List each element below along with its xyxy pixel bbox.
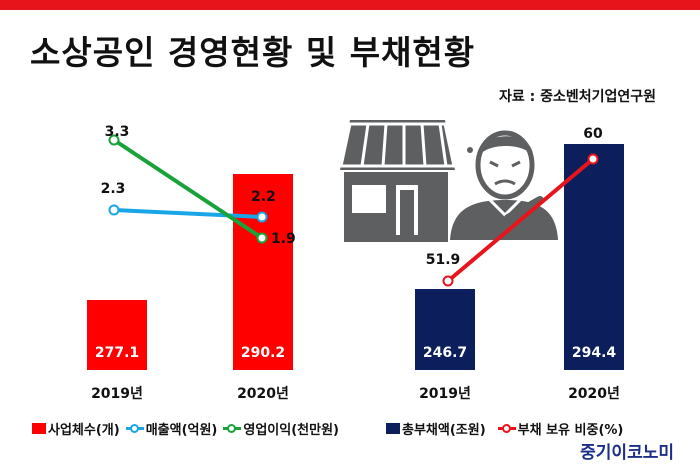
line-value-label: 2.3	[101, 181, 126, 197]
line-point	[256, 232, 268, 244]
legend-swatch	[125, 423, 144, 434]
brand-logo-text: 중기이코노미	[580, 443, 674, 463]
line-value-label: 2.2	[251, 189, 276, 205]
series-line	[112, 138, 264, 240]
legend-label: 총부채액(조원)	[402, 422, 486, 438]
line-value-label: 51.9	[426, 252, 461, 268]
bar-total-debt-1	[564, 144, 624, 370]
line-point	[256, 211, 268, 223]
line-point	[442, 275, 454, 287]
line-value-label: 60	[583, 126, 603, 142]
line-value-label: 3.3	[105, 124, 130, 140]
series-line	[113, 208, 263, 219]
legend-swatch	[497, 423, 516, 434]
legend-item-business-count: 사업체수(개)	[32, 419, 120, 438]
bar-value-label: 277.1	[95, 345, 139, 361]
legend-item-sales: 매출액(억원)	[125, 419, 218, 438]
bar-total-debt-0	[415, 289, 475, 370]
legend-label: 영업이익(천만원)	[243, 422, 339, 438]
bar-business-count-1	[233, 174, 293, 370]
series-line	[446, 157, 595, 283]
legend-left: 사업체수(개) 매출액(억원) 영업이익(천만원)	[32, 418, 345, 438]
legend-swatch	[223, 423, 242, 434]
worried-person-icon	[450, 130, 558, 240]
bar-value-label: 294.4	[572, 345, 617, 361]
legend-right: 총부채액(조원) 부채 보유 비중(%)	[386, 418, 629, 438]
bar-business-count-0	[87, 300, 147, 370]
bar-value-label: 290.2	[241, 345, 285, 361]
legend-label: 부채 보유 비중(%)	[517, 422, 624, 438]
x-tick-label: 2019년	[91, 386, 143, 402]
line-point	[108, 134, 120, 146]
legend-item-total-debt: 총부채액(조원)	[386, 419, 486, 438]
legend-swatch	[386, 422, 400, 434]
source-note: 자료 : 중소벤처기업연구원	[498, 89, 656, 105]
x-tick-label: 2020년	[568, 386, 620, 402]
line-point	[587, 153, 599, 165]
chart-title: 소상공인 경영현황 및 부채현황	[30, 33, 476, 72]
legend-label: 사업체수(개)	[48, 422, 120, 438]
legend-swatch	[32, 422, 46, 434]
bar-value-label: 246.7	[423, 345, 467, 361]
x-tick-label: 2019년	[419, 386, 471, 402]
line-value-label: 1.9	[271, 231, 296, 247]
shop-icon	[339, 120, 456, 242]
top-accent-stripe	[0, 0, 700, 10]
x-tick-label: 2020년	[237, 386, 289, 402]
legend-label: 매출액(억원)	[145, 422, 218, 438]
legend-item-operating-profit: 영업이익(천만원)	[223, 419, 339, 438]
line-point	[108, 204, 120, 216]
legend-item-debt-ratio: 부채 보유 비중(%)	[497, 419, 624, 438]
